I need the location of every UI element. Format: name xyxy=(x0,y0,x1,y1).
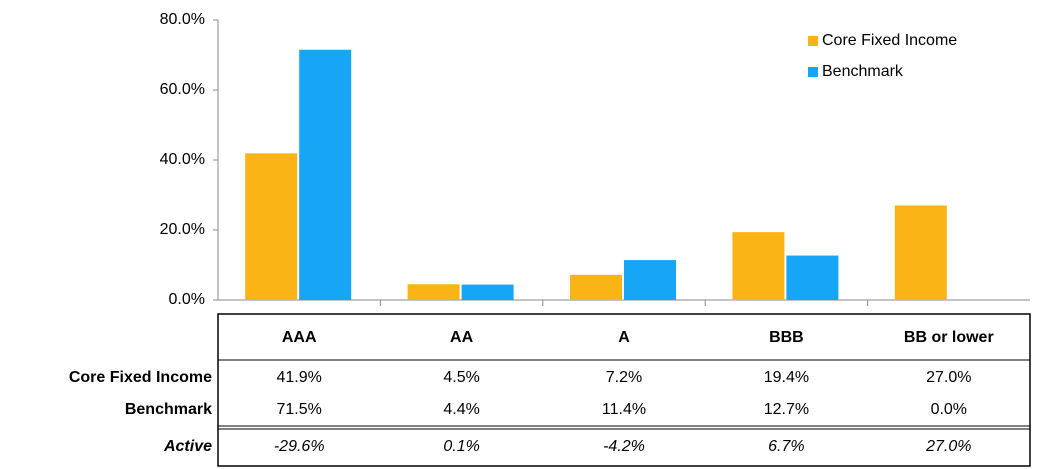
table-header: BBB xyxy=(769,329,804,346)
table-cell: 4.4% xyxy=(443,401,479,418)
table-cell: 0.1% xyxy=(443,438,479,455)
table-row-label: Benchmark xyxy=(125,401,212,418)
table-cell: -29.6% xyxy=(274,438,325,455)
table-row-label: Active xyxy=(163,438,212,455)
legend-label: Core Fixed Income xyxy=(822,32,957,49)
table-cell: 27.0% xyxy=(926,369,971,386)
table-row-label: Core Fixed Income xyxy=(69,369,212,386)
bar xyxy=(894,205,947,300)
legend-swatch xyxy=(808,67,818,77)
table-cell: 71.5% xyxy=(277,401,322,418)
bar xyxy=(624,260,676,300)
y-tick-label: 0.0% xyxy=(169,291,205,308)
table-cell: 6.7% xyxy=(768,438,804,455)
y-tick-label: 20.0% xyxy=(160,221,205,238)
bar xyxy=(299,49,352,300)
y-tick-label: 60.0% xyxy=(160,81,205,98)
table-header: A xyxy=(618,329,630,346)
legend-label: Benchmark xyxy=(822,63,904,80)
bar xyxy=(570,274,622,300)
bar xyxy=(786,255,839,300)
table-header: BB or lower xyxy=(904,329,994,346)
table-cell: 11.4% xyxy=(602,401,646,418)
table-cell: -4.2% xyxy=(603,438,645,455)
bar xyxy=(245,153,298,300)
table-cell: 0.0% xyxy=(931,401,967,418)
table-cell: 4.5% xyxy=(443,369,479,386)
legend-swatch xyxy=(808,36,818,46)
table-cell: 12.7% xyxy=(764,401,809,418)
bar xyxy=(407,284,460,300)
y-tick-label: 40.0% xyxy=(160,151,205,168)
table-border xyxy=(217,313,1031,467)
bar xyxy=(461,284,514,300)
table-header: AA xyxy=(450,329,474,346)
table-header: AAA xyxy=(282,329,317,346)
table-cell: 7.2% xyxy=(606,369,642,386)
table-cell: 41.9% xyxy=(277,369,322,386)
table-cell: 19.4% xyxy=(764,369,809,386)
table-cell: 27.0% xyxy=(925,438,971,455)
y-tick-label: 80.0% xyxy=(160,11,205,28)
bar xyxy=(732,232,785,300)
